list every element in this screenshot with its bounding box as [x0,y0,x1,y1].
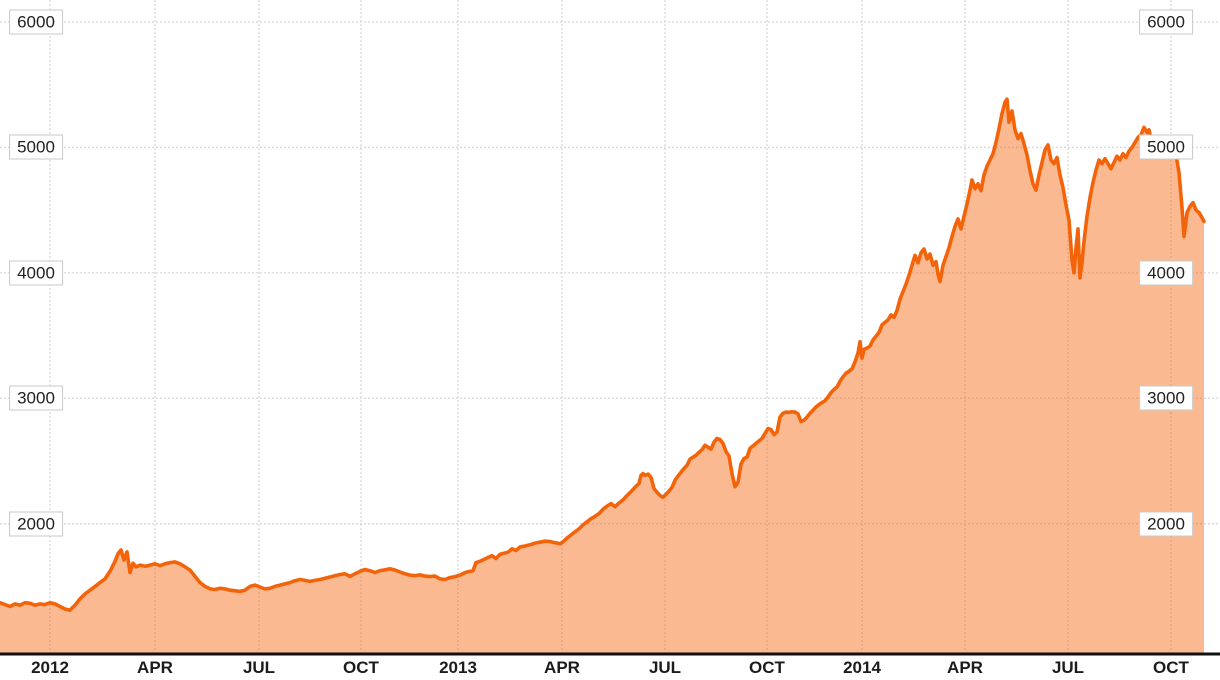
x-tick-2012: 2012 [31,658,69,677]
x-tick-apr: APR [137,658,173,677]
x-tick-jul: JUL [648,658,682,677]
series-line [0,97,1206,612]
x-tick-apr: APR [947,658,983,677]
y-tick-left-5000: 5000 [9,134,63,160]
x-tick-jul: JUL [1051,658,1085,677]
series-area [0,99,1204,655]
y-tick-right-4000: 4000 [1139,260,1193,286]
y-tick-left-3000: 3000 [9,385,63,411]
x-tick-jul: JUL [242,658,276,677]
x-tick-2013: 2013 [439,658,477,677]
x-tick-oct: OCT [343,658,379,677]
y-tick-left-6000: 6000 [9,9,63,35]
x-tick-2014: 2014 [843,658,881,677]
y-tick-right-6000: 6000 [1139,9,1193,35]
y-tick-right-3000: 3000 [1139,385,1193,411]
y-tick-right-5000: 5000 [1139,134,1193,160]
x-tick-oct: OCT [749,658,785,677]
y-tick-left-4000: 4000 [9,260,63,286]
y-tick-left-2000: 2000 [9,511,63,537]
x-tick-oct: OCT [1153,658,1189,677]
y-tick-right-2000: 2000 [1139,511,1193,537]
x-tick-apr: APR [544,658,580,677]
